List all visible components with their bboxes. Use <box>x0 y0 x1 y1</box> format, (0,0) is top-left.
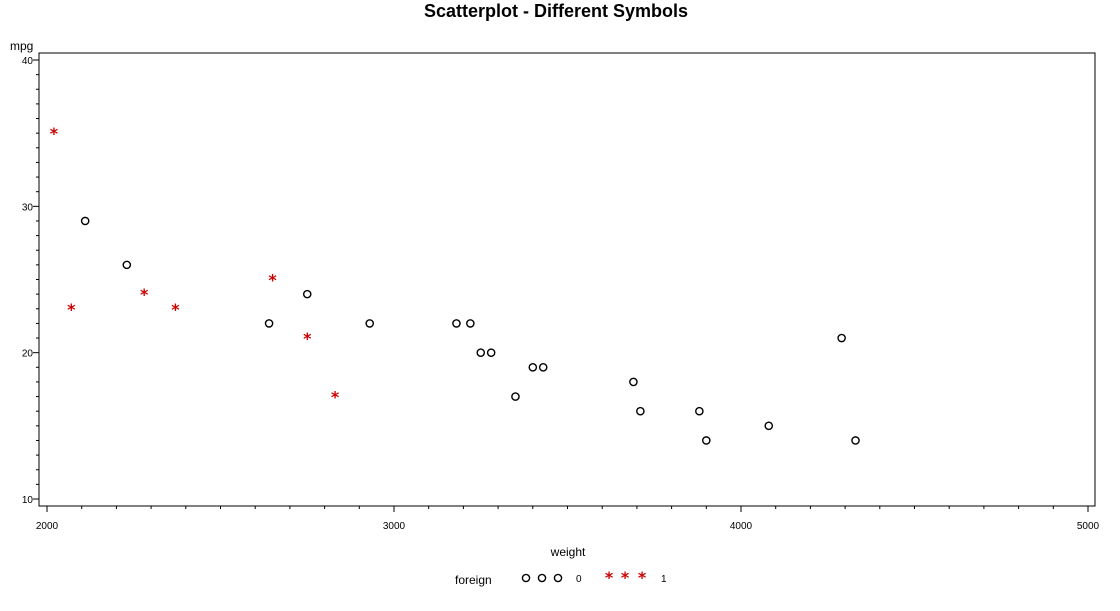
y-axis-label: mpg <box>10 39 33 53</box>
data-point-circle <box>511 392 520 401</box>
data-point-circle <box>80 216 90 226</box>
data-point-circle <box>122 260 132 270</box>
data-point-circle <box>851 436 860 445</box>
legend-symbol-star: * <box>605 568 614 587</box>
data-point-star: * <box>67 300 76 319</box>
chart-title: Scatterplot - Different Symbols <box>424 1 688 21</box>
data-point-star: * <box>331 388 340 407</box>
data-point-star: * <box>171 300 180 319</box>
data-point-circle <box>764 421 774 431</box>
y-axis: 10 20 30 40 <box>22 56 39 506</box>
legend-symbol-star: * <box>621 568 630 587</box>
data-point-star: * <box>303 329 312 348</box>
data-point-circle <box>636 406 645 416</box>
x-tick-label: 5000 <box>1077 521 1100 532</box>
legend-symbol-circle <box>521 573 531 583</box>
data-point-circle <box>629 377 638 387</box>
y-tick-label: 30 <box>22 202 34 213</box>
legend-title: foreign <box>455 573 492 587</box>
x-axis: 2000 3000 4000 5000 <box>36 506 1100 532</box>
legend-symbol-circle <box>537 573 547 583</box>
x-tick-label: 4000 <box>730 521 753 532</box>
data-point-circle <box>264 319 274 328</box>
data-point-star: * <box>140 285 149 304</box>
data-point-circle <box>702 436 711 445</box>
data-point-circle <box>538 362 548 372</box>
data-point-star: * <box>50 124 59 143</box>
legend-label-1: 1 <box>661 574 667 585</box>
data-point-circle <box>837 333 846 343</box>
y-tick-label: 40 <box>22 56 34 67</box>
legend-symbol-star: * <box>638 568 647 587</box>
y-tick-label: 20 <box>22 349 34 360</box>
data-point-circle <box>466 319 475 328</box>
data-point-star: * <box>268 271 277 290</box>
data-point-circle <box>528 362 538 372</box>
x-axis-label: weight <box>550 545 586 559</box>
data-points: * * * * * * * <box>50 124 860 445</box>
legend: foreign 0 * * * 1 <box>455 568 667 587</box>
legend-label-0: 0 <box>576 574 582 585</box>
data-point-circle <box>695 406 704 416</box>
x-tick-label: 3000 <box>383 521 406 532</box>
x-tick-label: 2000 <box>36 521 59 532</box>
data-point-circle <box>365 319 375 328</box>
y-tick-label: 10 <box>22 495 34 506</box>
plot-area <box>38 52 1096 507</box>
data-point-circle <box>452 319 461 328</box>
data-point-circle <box>476 348 486 357</box>
legend-symbol-circle <box>553 573 563 583</box>
data-point-circle <box>486 348 496 357</box>
data-point-circle <box>302 289 312 299</box>
